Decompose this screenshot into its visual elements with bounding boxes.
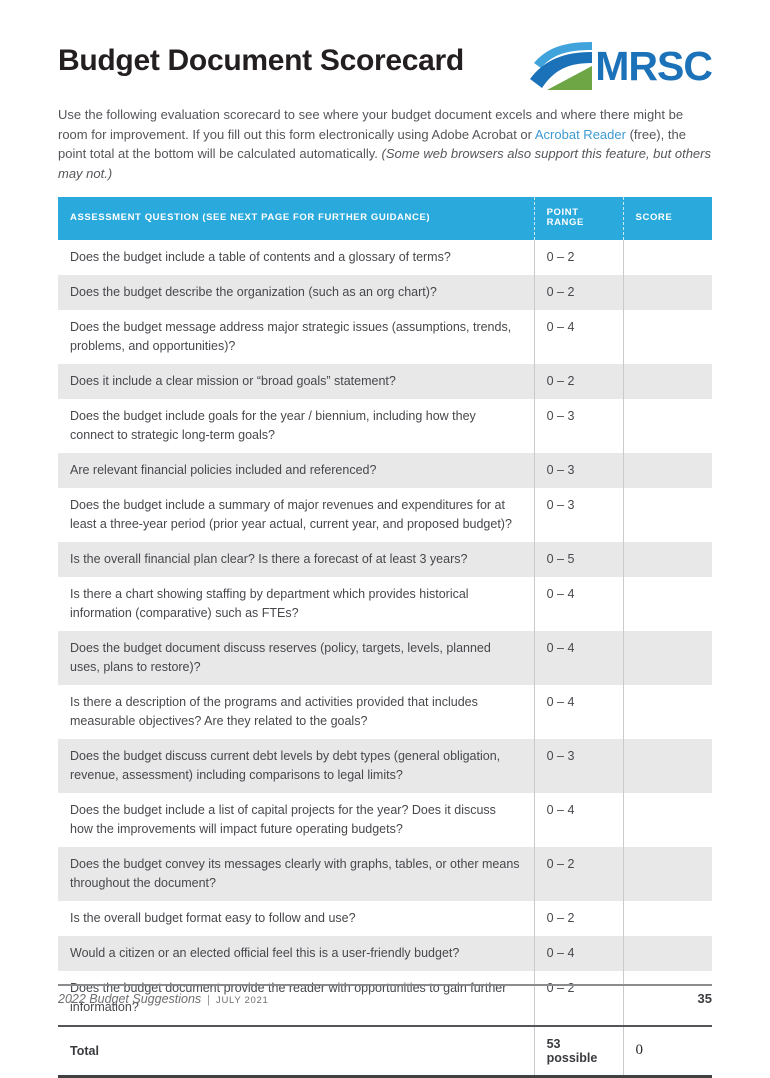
question-cell: Is there a chart showing staffing by dep… (70, 586, 469, 620)
table-row: Does the budget include goals for the ye… (58, 398, 712, 453)
footer-divider (58, 984, 712, 986)
question-cell: Does the budget include goals for the ye… (70, 408, 476, 442)
point-range-cell: 0 – 4 (533, 630, 624, 685)
score-input-cell[interactable] (622, 398, 712, 453)
point-range-cell: 0 – 4 (533, 684, 624, 739)
point-range-cell: 0 – 4 (533, 309, 624, 364)
intro-text-1: Use the following evaluation scorecard t… (58, 107, 684, 142)
table-row: Is there a chart showing staffing by dep… (58, 576, 712, 631)
question-cell: Does the budget include a list of capita… (70, 802, 496, 836)
point-range-cell: 0 – 4 (533, 576, 624, 631)
scorecard-table: ASSESSMENT QUESTION (SEE NEXT PAGE FOR F… (58, 197, 712, 1078)
score-input-cell[interactable] (622, 239, 712, 275)
table-row: Would a citizen or an elected official f… (58, 935, 712, 971)
score-input-cell[interactable] (622, 452, 712, 488)
table-body: Does the budget include a table of conte… (58, 239, 712, 1026)
score-input-cell[interactable] (622, 900, 712, 936)
score-input-cell[interactable] (622, 630, 712, 685)
table-header-row: ASSESSMENT QUESTION (SEE NEXT PAGE FOR F… (58, 197, 712, 240)
question-cell: Is there a description of the programs a… (70, 694, 478, 728)
question-cell: Does the budget include a summary of maj… (70, 497, 512, 531)
document-page: Budget Document Scorecard MRSC Use the f… (58, 42, 713, 1078)
point-range-cell: 0 – 5 (533, 541, 624, 577)
table-row: Does the budget include a list of capita… (58, 792, 712, 847)
question-cell: Is the overall budget format easy to fol… (70, 910, 356, 925)
table-row: Does it include a clear mission or “broa… (58, 363, 712, 399)
score-input-cell[interactable] (622, 846, 712, 901)
score-input-cell[interactable] (622, 970, 712, 1026)
mrsc-logo-text: MRSC (595, 42, 713, 89)
total-score-value: 0 (622, 1024, 712, 1078)
point-range-cell: 0 – 3 (533, 487, 624, 542)
table-row: Are relevant financial policies included… (58, 452, 712, 488)
point-range-cell: 0 – 4 (533, 935, 624, 971)
table-row: Is the overall financial plan clear? Is … (58, 541, 712, 577)
intro-italic-note: (Some web browsers also support this fea… (58, 146, 711, 181)
point-range-cell: 0 – 2 (533, 239, 624, 275)
table-row: Does the budget include a summary of maj… (58, 487, 712, 542)
question-cell: Is the overall financial plan clear? Is … (58, 541, 535, 577)
question-cell: Does the budget message address major st… (70, 319, 512, 353)
point-range-cell: 0 – 3 (533, 398, 624, 453)
question-cell: Does the budget convey its messages clea… (58, 846, 535, 901)
score-input-cell[interactable] (622, 684, 712, 739)
question-cell: Would a citizen or an elected official f… (58, 935, 535, 971)
table-row: Does the budget convey its messages clea… (58, 846, 712, 901)
intro-text-2: (free), the point total at the bottom wi… (58, 126, 686, 162)
point-range-cell: 0 – 2 (533, 363, 624, 399)
point-range-cell: 0 – 2 (533, 900, 624, 936)
mrsc-logo: MRSC (530, 42, 713, 90)
score-input-cell[interactable] (622, 541, 712, 577)
table-row: Does the budget discuss current debt lev… (58, 738, 712, 793)
point-range-cell: 0 – 4 (533, 792, 624, 847)
point-range-cell: 0 – 2 (533, 274, 624, 310)
point-range-cell: 0 – 3 (533, 452, 624, 488)
question-cell: Does the budget discuss current debt lev… (58, 738, 535, 793)
score-input-cell[interactable] (622, 487, 712, 542)
document-header: Budget Document Scorecard MRSC (58, 42, 713, 90)
question-cell: Are relevant financial policies included… (58, 452, 535, 488)
question-cell: Does the budget include a table of conte… (70, 249, 451, 264)
total-row: Total 53 possible 0 (58, 1024, 712, 1078)
score-input-cell[interactable] (622, 363, 712, 399)
intro-paragraph: Use the following evaluation scorecard t… (58, 105, 712, 183)
point-range-cell: 0 – 2 (533, 846, 624, 901)
footer-doc-title: 2022 Budget Suggestions (58, 992, 202, 1006)
question-cell: Does the budget document discuss reserve… (58, 630, 535, 685)
score-input-cell[interactable] (622, 738, 712, 793)
table-row: Is the overall budget format easy to fol… (58, 900, 712, 936)
score-input-cell[interactable] (622, 576, 712, 631)
page-number: 35 (697, 991, 712, 1006)
question-cell: Does the budget describe the organizatio… (58, 274, 535, 310)
table-row: Does the budget document discuss reserve… (58, 630, 712, 685)
footer-date: JULY 2021 (216, 995, 269, 1006)
point-range-cell: 0 – 3 (533, 738, 624, 793)
mrsc-logo-icon (530, 42, 593, 90)
total-label: Total (58, 1024, 535, 1078)
score-input-cell[interactable] (622, 309, 712, 364)
header-assessment-question: ASSESSMENT QUESTION (SEE NEXT PAGE FOR F… (58, 197, 535, 240)
page-title: Budget Document Scorecard (58, 44, 464, 77)
table-row: Does the budget include a table of conte… (58, 239, 712, 275)
header-score: SCORE (622, 197, 712, 240)
score-input-cell[interactable] (622, 792, 712, 847)
question-cell: Does it include a clear mission or “broa… (58, 363, 535, 399)
footer-separator: | (207, 994, 211, 1006)
table-row: Does the budget describe the organizatio… (58, 274, 712, 310)
score-input-cell[interactable] (622, 274, 712, 310)
score-input-cell[interactable] (622, 935, 712, 971)
total-point-range: 53 possible (533, 1024, 624, 1078)
acrobat-reader-link[interactable]: Acrobat Reader (534, 126, 626, 142)
page-footer: 2022 Budget Suggestions | JULY 2021 35 (58, 984, 712, 1006)
header-point-range: POINT RANGE (533, 197, 624, 240)
table-row: Does the budget message address major st… (58, 309, 712, 364)
table-row: Is there a description of the programs a… (58, 684, 712, 739)
